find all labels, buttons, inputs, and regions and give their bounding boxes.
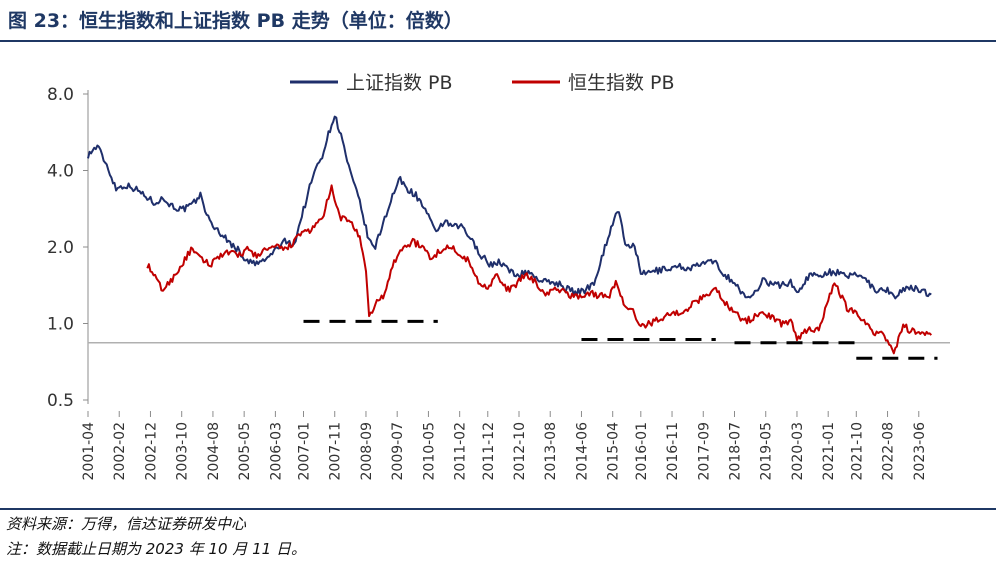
x-tick-label: 2018-07 — [728, 422, 744, 481]
figure-title: 图 23：恒生指数和上证指数 PB 走势（单位：倍数） — [8, 10, 463, 32]
x-tick-label: 2002-02 — [112, 422, 128, 481]
x-tick-label: 2013-08 — [543, 422, 559, 481]
legend: 上证指数 PB 恒生指数 PB — [290, 72, 675, 94]
x-tick-label: 2021-01 — [821, 422, 837, 481]
pb-line-chart: 8.0 4.0 2.0 1.0 0.5 2001-04 2002-02 2002-12 2003… — [47, 72, 950, 481]
y-tick-label: 8.0 — [47, 85, 74, 105]
figure-header: 图 23：恒生指数和上证指数 PB 走势（单位：倍数） — [0, 0, 1000, 44]
y-tick-label: 4.0 — [47, 162, 74, 182]
x-tick-label: 2020-03 — [790, 422, 806, 481]
y-tick-label: 0.5 — [47, 391, 74, 411]
x-tick-label: 2003-10 — [175, 422, 191, 481]
legend-label: 上证指数 PB — [346, 72, 453, 94]
x-tick-label: 2014-06 — [574, 422, 590, 481]
x-tick-label: 2012-10 — [512, 422, 528, 481]
x-tick-label: 2019-05 — [759, 422, 775, 481]
series-line-shanghai — [87, 115, 932, 300]
series-layer — [87, 115, 933, 355]
x-tick-label: 2017-09 — [696, 422, 712, 481]
x-tick-label: 2004-08 — [206, 422, 222, 481]
x-tick-label: 2011-02 — [453, 422, 469, 481]
x-tick-label: 2005-05 — [237, 422, 253, 481]
source-note: 资料来源：万得，信达证券研发中心 — [6, 515, 247, 533]
y-tick-label: 1.0 — [47, 315, 74, 335]
x-tick-label: 2008-09 — [359, 422, 375, 481]
x-tick-label: 2016-01 — [634, 422, 650, 481]
x-tick-label: 2002-12 — [143, 422, 159, 481]
legend-label: 恒生指数 PB — [568, 72, 675, 94]
y-tick-label: 2.0 — [47, 238, 74, 258]
threshold-layer — [303, 319, 938, 360]
x-tick-label: 2015-04 — [606, 422, 622, 481]
footer-rule — [0, 508, 996, 510]
x-tick-label: 2010-05 — [421, 422, 437, 481]
series-line-hangseng — [146, 184, 933, 355]
x-tick-label: 2016-11 — [665, 422, 681, 481]
date-note: 注：数据截止日期为 2023 年 10 月 11 日。 — [6, 540, 306, 558]
x-tick-label: 2021-10 — [849, 422, 865, 481]
x-tick-label: 2001-04 — [81, 422, 97, 481]
axes-layer: 8.0 4.0 2.0 1.0 0.5 2001-04 2002-02 2002-12 2003… — [47, 85, 928, 481]
x-tick-label: 2011-12 — [481, 422, 497, 481]
x-tick-label: 2006-03 — [268, 422, 284, 481]
title-rule — [0, 40, 996, 42]
x-tick-label: 2009-07 — [390, 422, 406, 481]
x-tick-label: 2023-06 — [912, 422, 928, 481]
x-tick-label: 2022-08 — [881, 422, 897, 481]
x-tick-label: 2007-01 — [297, 422, 313, 481]
x-tick-label: 2007-11 — [328, 422, 344, 481]
